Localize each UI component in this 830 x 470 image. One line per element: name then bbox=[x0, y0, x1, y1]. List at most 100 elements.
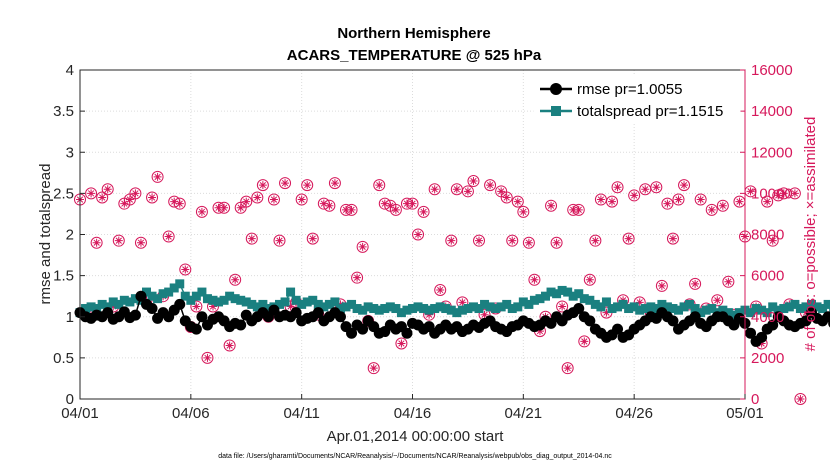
obs-possible-point bbox=[417, 205, 430, 218]
obs-assimilated-point bbox=[674, 195, 683, 204]
obs-assimilated-point bbox=[214, 203, 223, 212]
totalspread-point bbox=[164, 287, 174, 297]
totalspread-point bbox=[513, 302, 523, 312]
totalspread-point bbox=[491, 304, 501, 314]
obs-assimilated-point bbox=[652, 183, 661, 192]
obs-possible-point bbox=[561, 362, 574, 375]
obs-possible-point bbox=[351, 271, 364, 284]
y-tick-label: 1 bbox=[66, 309, 74, 326]
totalspread-point bbox=[219, 295, 229, 305]
obs-assimilated-point bbox=[608, 197, 616, 206]
obs-possible-point bbox=[528, 273, 541, 286]
obs-assimilated-point bbox=[757, 339, 766, 348]
obs-assimilated-point bbox=[707, 205, 716, 214]
totalspread-point bbox=[369, 304, 379, 314]
obs-assimilated-point bbox=[641, 185, 650, 194]
obs-assimilated-point bbox=[591, 236, 600, 245]
obs-assimilated-point bbox=[358, 242, 367, 251]
obs-assimilated-point bbox=[120, 199, 129, 208]
obs-assimilated-point bbox=[286, 302, 295, 311]
totalspread-point bbox=[779, 304, 789, 314]
obs-assimilated-point bbox=[325, 201, 334, 210]
obs-assimilated-point bbox=[225, 341, 234, 350]
totalspread-point bbox=[441, 304, 451, 314]
rmse-point bbox=[290, 307, 302, 319]
totalspread-point bbox=[518, 297, 528, 307]
obs-assimilated-point bbox=[114, 236, 123, 245]
totalspread-point bbox=[485, 302, 495, 312]
obs-possible-point bbox=[267, 193, 280, 206]
obs-possible-point bbox=[522, 236, 535, 249]
obs-possible-point bbox=[112, 234, 125, 247]
totalspread-point bbox=[607, 304, 617, 314]
rmse-point bbox=[667, 315, 679, 327]
x-tick-label: 05/01 bbox=[726, 405, 764, 422]
obs-assimilated-point bbox=[508, 236, 517, 245]
totalspread-point bbox=[480, 299, 490, 309]
obs-possible-point bbox=[678, 179, 691, 192]
rmse-point bbox=[800, 315, 812, 327]
totalspread-point bbox=[529, 295, 539, 305]
obs-assimilated-point bbox=[87, 189, 96, 198]
obs-assimilated-point bbox=[98, 193, 107, 202]
totalspread-point bbox=[308, 295, 318, 305]
totalspread-point bbox=[679, 302, 689, 312]
obs-possible-point bbox=[445, 234, 458, 247]
totalspread-point bbox=[640, 304, 650, 314]
totalspread-point bbox=[280, 297, 290, 307]
obs-assimilated-point bbox=[519, 207, 528, 216]
obs-possible-point bbox=[650, 181, 663, 194]
totalspread-point bbox=[330, 297, 340, 307]
obs-assimilated-point bbox=[680, 181, 689, 190]
obs-possible-point bbox=[179, 263, 192, 276]
obs-possible-point bbox=[190, 300, 203, 313]
totalspread-point bbox=[225, 291, 235, 301]
legend-rmse-label: rmse pr=1.0055 bbox=[577, 81, 682, 98]
rmse-point bbox=[334, 311, 346, 323]
totalspread-point bbox=[81, 304, 91, 314]
axis-ticks: 04/01 04/06 04/11 04/16 04/21 04/26 05/0100.51… bbox=[53, 62, 793, 422]
totalspread-point bbox=[103, 302, 113, 312]
obs-assimilated-point bbox=[630, 191, 639, 200]
x-tick-label: 04/21 bbox=[505, 405, 543, 422]
rmse-point bbox=[745, 327, 757, 339]
totalspread-point bbox=[175, 279, 185, 289]
y-right-axis-label: # of obs: o=possible; ×=assimilated bbox=[802, 117, 819, 352]
obs-possible-point bbox=[655, 279, 668, 292]
obs-possible-point bbox=[545, 199, 558, 212]
obs-assimilated-point bbox=[524, 238, 533, 247]
totalspread-point bbox=[496, 302, 506, 312]
obs-possible-point bbox=[556, 300, 569, 313]
y-right-tick-label: 14000 bbox=[751, 103, 793, 120]
totalspread-point bbox=[446, 305, 456, 315]
obs-assimilated-point bbox=[430, 185, 439, 194]
obs-assimilated-point bbox=[103, 185, 112, 194]
obs-possible-point bbox=[689, 277, 702, 290]
y-tick-label: 4 bbox=[66, 62, 74, 79]
obs-assimilated-point bbox=[131, 189, 140, 198]
obs-assimilated-point bbox=[452, 185, 461, 194]
obs-assimilated-point bbox=[164, 232, 173, 241]
obs-assimilated-point bbox=[125, 195, 134, 204]
rmse-point bbox=[174, 298, 186, 310]
obs-assimilated-point bbox=[436, 286, 445, 295]
totalspread-point bbox=[169, 283, 179, 293]
obs-possible-point bbox=[611, 181, 624, 194]
obs-assimilated-point bbox=[530, 275, 539, 284]
obs-possible-point bbox=[223, 339, 236, 352]
totalspread-point bbox=[430, 304, 440, 314]
totalspread-point bbox=[552, 289, 562, 299]
obs-possible-point bbox=[151, 170, 164, 183]
obs-assimilated-point bbox=[558, 302, 567, 311]
totalspread-point bbox=[624, 304, 634, 314]
x-tick-label: 04/16 bbox=[394, 405, 432, 422]
obs-possible-point bbox=[96, 191, 109, 204]
obs-assimilated-point bbox=[375, 181, 384, 190]
obs-possible-point bbox=[606, 195, 618, 208]
totalspread-point bbox=[352, 304, 362, 314]
y-right-tick-label: 10000 bbox=[751, 185, 793, 202]
obs-assimilated-point bbox=[774, 191, 783, 200]
rmse-point bbox=[346, 327, 358, 339]
totalspread-point bbox=[391, 304, 401, 314]
